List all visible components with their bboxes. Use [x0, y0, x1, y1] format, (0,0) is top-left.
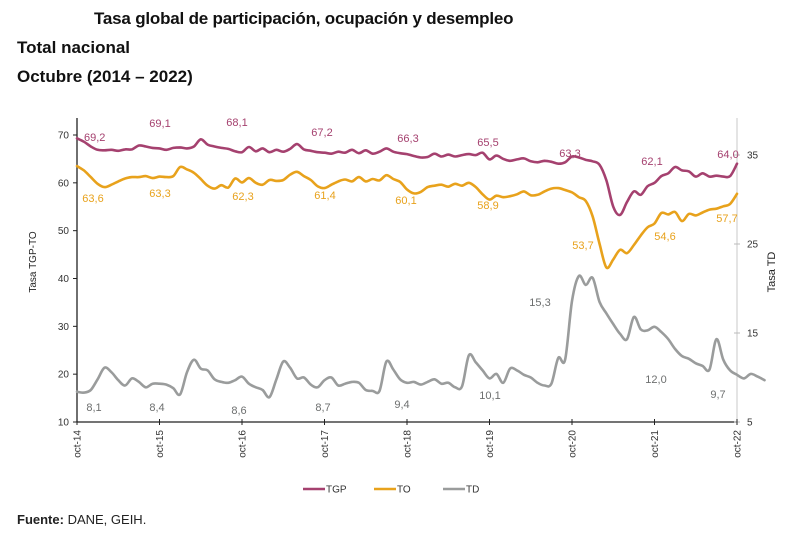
- x-tick-label: oct-20: [568, 430, 579, 458]
- left-tick-label: 20: [58, 370, 70, 381]
- x-tick-label: oct-14: [73, 430, 84, 458]
- series-line-td: [75, 274, 766, 399]
- data-label-tgp: 62,1: [641, 156, 662, 168]
- data-label-td: 10,1: [479, 390, 500, 402]
- right-tick-label: 35: [747, 151, 759, 162]
- x-tick-label: oct-22: [733, 430, 744, 458]
- legend-label-to: TO: [397, 485, 411, 496]
- data-label-td: 8,6: [231, 405, 246, 417]
- left-tick-label: 50: [58, 226, 70, 237]
- data-label-tgp: 69,2: [84, 132, 105, 144]
- data-label-tgp: 67,2: [311, 127, 332, 139]
- left-tick-label: 40: [58, 274, 70, 285]
- x-tick-label: oct-21: [650, 430, 661, 458]
- data-label-td: 8,7: [315, 402, 330, 414]
- data-label-td: 8,4: [149, 402, 164, 414]
- series-line-to: [75, 164, 739, 270]
- data-label-to: 60,1: [395, 195, 416, 207]
- data-label-td: 8,1: [86, 402, 101, 414]
- x-tick-label: oct-17: [320, 430, 331, 458]
- left-tick-label: 60: [58, 178, 70, 189]
- data-label-to: 53,7: [572, 240, 593, 252]
- left-axis-title: Tasa TGP-TO: [28, 231, 39, 293]
- data-labels: 69,2 69,1 68,1 67,2 66,3 65,5 63,3 62,1 64,0 63,6…: [82, 117, 738, 417]
- data-label-to: 63,6: [82, 193, 103, 205]
- left-tick-label: 30: [58, 322, 70, 333]
- data-label-to: 57,7: [716, 213, 737, 225]
- data-label-tgp: 66,3: [397, 133, 418, 145]
- data-label-to: 58,9: [477, 200, 498, 212]
- right-axis-title: Tasa TD: [766, 252, 778, 293]
- data-label-td: 12,0: [645, 374, 666, 386]
- chart-title: Tasa global de participación, ocupación …: [94, 9, 514, 28]
- legend-label-td: TD: [466, 485, 479, 496]
- chart-subtitle-period: Octubre (2014 – 2022): [17, 67, 193, 86]
- source-label: Fuente:: [17, 512, 64, 527]
- source-text: DANE, GEIH.: [63, 512, 147, 527]
- right-tick-label: 5: [747, 418, 753, 429]
- legend-label-tgp: TGP: [326, 485, 347, 496]
- data-label-td: 9,4: [394, 399, 409, 411]
- series-line-tgp: [75, 137, 739, 217]
- left-tick-label: 10: [58, 418, 70, 429]
- legend: TGP TO TD: [303, 485, 479, 496]
- source-note: Fuente: DANE, GEIH.: [17, 512, 146, 527]
- x-tick-label: oct-16: [238, 430, 249, 458]
- left-tick-label: 70: [58, 131, 70, 142]
- data-label-tgp: 63,3: [559, 148, 580, 160]
- data-label-to: 62,3: [232, 191, 253, 203]
- axes: 10 20 30 40 50 60 70 5 15 25 35 oct-14 oct-15 oct-16 o…: [28, 118, 778, 458]
- x-tick-label: oct-19: [485, 430, 496, 458]
- data-label-tgp: 65,5: [477, 137, 498, 149]
- chart-subtitle-region: Total nacional: [17, 38, 131, 57]
- x-tick-label: oct-15: [155, 430, 166, 458]
- x-tick-label: oct-18: [403, 430, 414, 458]
- right-tick-label: 25: [747, 240, 759, 251]
- data-label-td: 15,3: [529, 297, 550, 309]
- right-tick-label: 15: [747, 329, 759, 340]
- series-lines: [75, 137, 766, 399]
- data-label-to: 63,3: [149, 188, 170, 200]
- data-label-tgp: 64,0: [717, 149, 738, 161]
- data-label-to: 54,6: [654, 231, 675, 243]
- data-label-td: 9,7: [710, 389, 725, 401]
- data-label-tgp: 68,1: [226, 117, 247, 129]
- data-label-tgp: 69,1: [149, 118, 170, 130]
- data-label-to: 61,4: [314, 190, 335, 202]
